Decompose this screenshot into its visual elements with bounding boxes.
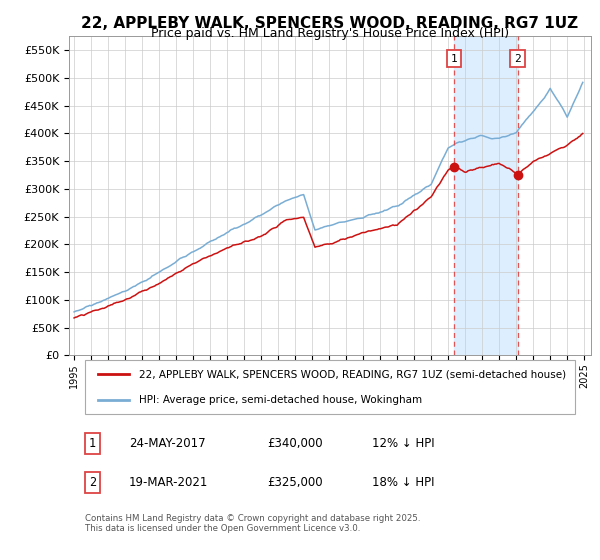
Text: 24-MAY-2017: 24-MAY-2017 — [129, 437, 206, 450]
Bar — [454, 36, 518, 356]
Text: Contains HM Land Registry data © Crown copyright and database right 2025.
This d: Contains HM Land Registry data © Crown c… — [85, 514, 420, 534]
Text: 22, APPLEBY WALK, SPENCERS WOOD, READING, RG7 1UZ (semi-detached house): 22, APPLEBY WALK, SPENCERS WOOD, READING… — [139, 370, 566, 380]
Text: 1: 1 — [89, 437, 96, 450]
Text: HPI: Average price, semi-detached house, Wokingham: HPI: Average price, semi-detached house,… — [139, 395, 422, 405]
FancyBboxPatch shape — [85, 361, 575, 414]
Text: 22, APPLEBY WALK, SPENCERS WOOD, READING, RG7 1UZ: 22, APPLEBY WALK, SPENCERS WOOD, READING… — [82, 16, 578, 31]
Text: £325,000: £325,000 — [268, 476, 323, 489]
Text: 2: 2 — [514, 54, 521, 64]
Text: 12% ↓ HPI: 12% ↓ HPI — [372, 437, 434, 450]
Text: £340,000: £340,000 — [268, 437, 323, 450]
Text: 19-MAR-2021: 19-MAR-2021 — [129, 476, 208, 489]
Text: 1: 1 — [451, 54, 457, 64]
Text: Price paid vs. HM Land Registry's House Price Index (HPI): Price paid vs. HM Land Registry's House … — [151, 27, 509, 40]
Text: 18% ↓ HPI: 18% ↓ HPI — [372, 476, 434, 489]
Text: 2: 2 — [89, 476, 96, 489]
